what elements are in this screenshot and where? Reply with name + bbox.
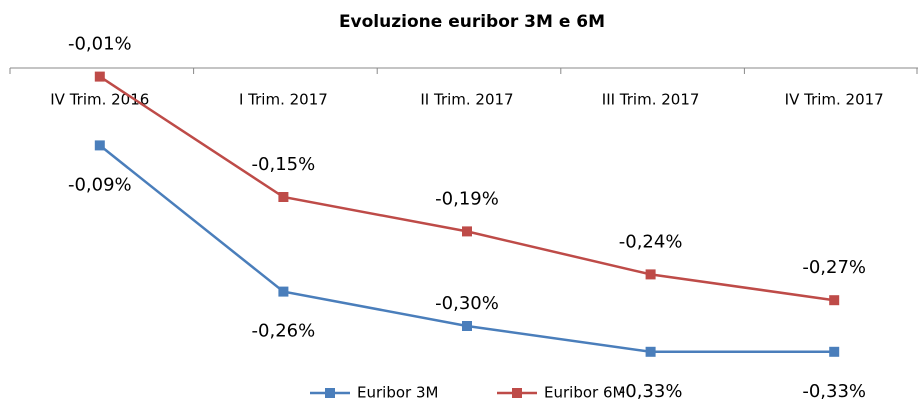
data-label: -0,33% <box>802 381 866 402</box>
series-marker <box>94 140 105 151</box>
series-marker <box>829 295 840 306</box>
legend-label: Euribor 6M <box>544 384 625 402</box>
series-marker <box>829 346 840 357</box>
x-tick-label: I Trim. 2017 <box>239 91 328 109</box>
data-label: -0,09% <box>68 174 132 195</box>
data-label: -0,30% <box>435 293 499 314</box>
series-marker <box>278 286 289 297</box>
data-label: -0,33% <box>619 381 683 402</box>
series-line <box>99 144 835 354</box>
data-label: -0,01% <box>68 34 132 55</box>
x-tick-label: III Trim. 2017 <box>602 91 700 109</box>
series-marker <box>278 192 289 202</box>
data-label: -0,24% <box>619 231 683 252</box>
data-label: -0,15% <box>252 154 316 175</box>
x-tick-label: IV Trim. 2017 <box>785 91 884 109</box>
series-marker <box>645 269 656 280</box>
series-marker <box>94 71 105 82</box>
series-marker <box>462 321 472 331</box>
x-tick-label: II Trim. 2017 <box>420 91 513 109</box>
data-label: -0,27% <box>802 257 866 278</box>
chart-title: Evoluzione euribor 3M e 6M <box>339 12 605 32</box>
legend-marker <box>512 388 522 398</box>
series-marker <box>462 226 472 237</box>
legend-label: Euribor 3M <box>357 384 438 402</box>
x-tick-label: IV Trim. 2016 <box>50 91 149 109</box>
data-label: -0,19% <box>435 188 499 209</box>
legend-marker <box>325 388 335 398</box>
data-label: -0,26% <box>252 321 316 342</box>
series-marker <box>645 346 656 357</box>
